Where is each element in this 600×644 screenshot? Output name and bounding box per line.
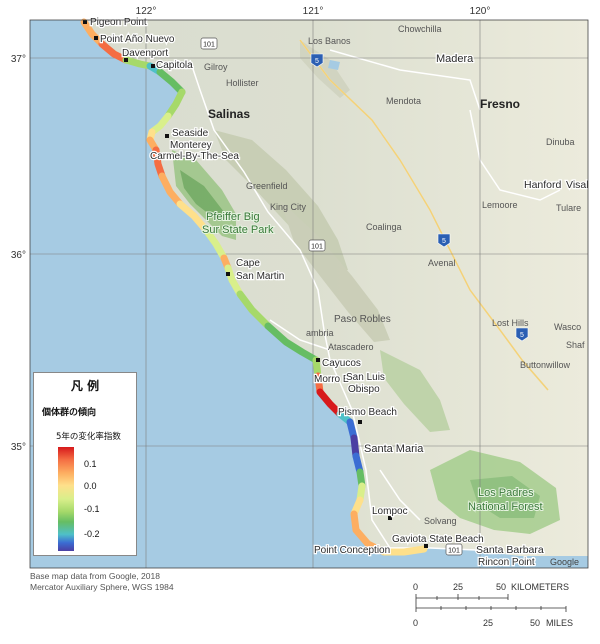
highway-101-shield: 101 (445, 543, 463, 556)
label-solvang: Solvang (424, 516, 457, 526)
label-santa-maria: Santa Maria (364, 443, 424, 455)
label-tulare: Tulare (556, 203, 581, 213)
scale-mi-tick: 25 (483, 618, 494, 628)
legend-tick: -0.1 (84, 504, 100, 514)
label-pfeiffer-big-sur-2: Sur State Park (202, 224, 274, 236)
label-mendota: Mendota (386, 96, 421, 106)
label-capitola: Capitola (156, 60, 193, 71)
label-lemoore: Lemoore (482, 200, 518, 210)
svg-text:5: 5 (442, 238, 446, 245)
label-chowchilla: Chowchilla (398, 24, 442, 34)
label-coalinga: Coalinga (366, 222, 402, 232)
label-paso-robles: Paso Robles (334, 314, 391, 325)
highway-shields: 101 5 101 5 5 101 (200, 37, 529, 556)
label-rincon-point: Rincon Point (478, 557, 535, 568)
legend-tick: 0.0 (84, 481, 97, 491)
site-markers (83, 20, 428, 553)
label-cambria: ambria (306, 328, 334, 338)
label-shafter: Shaf (566, 340, 585, 350)
scale-km-unit: KILOMETERS (511, 582, 570, 592)
label-pigeon-point: Pigeon Point (90, 17, 147, 28)
label-san-luis-obispo: Obispo (348, 384, 380, 395)
legend-tick: 0.1 (84, 459, 97, 469)
scale-mi-unit: MILES (546, 618, 574, 628)
scale-km-tick: 0 (413, 582, 419, 592)
label-lompoc: Lompoc (372, 506, 408, 517)
legend-color-ramp (58, 447, 74, 551)
label-san-martin: San Martin (236, 271, 284, 282)
legend-title: 凡 例 (70, 379, 100, 393)
label-carmel: Carmel-By-The-Sea (150, 151, 239, 162)
scale-mi-tick: 0 (413, 618, 419, 628)
label-gaviota: Gaviota State Beach (392, 534, 484, 545)
label-monterey: Monterey (170, 140, 212, 151)
label-greenfield: Greenfield (246, 181, 288, 191)
label-lost-hills: Lost Hills (492, 318, 529, 328)
highway-101-shield: 101 (308, 239, 326, 252)
svg-text:101: 101 (203, 42, 215, 49)
scale-bar (415, 594, 567, 612)
interstate-5-shield: 5 (515, 327, 529, 342)
svg-text:5: 5 (315, 58, 319, 65)
map-frame (29, 19, 589, 569)
highway-101-shield: 101 (200, 37, 218, 50)
interstate-5-shield: 5 (437, 233, 451, 248)
longitude-label: 120° (470, 6, 491, 17)
label-los-padres: National Forest (468, 501, 543, 513)
longitude-label: 122° (136, 6, 157, 17)
label-fresno: Fresno (480, 97, 520, 111)
svg-text:101: 101 (448, 548, 460, 555)
legend-index-label: 5年の変化率指数 (56, 432, 121, 442)
latitude-label: 35° (11, 442, 26, 453)
label-google: Google (550, 557, 579, 567)
label-point-ano-nuevo: Point Año Nuevo (100, 34, 175, 45)
legend-tick: -0.2 (84, 529, 100, 539)
label-los-banos: Los Banos (308, 36, 351, 46)
label-madera: Madera (436, 53, 474, 65)
label-atascadero: Atascadero (328, 342, 374, 352)
credit-basemap: Base map data from Google, 2018 (30, 571, 160, 581)
interstate-route (299, 39, 549, 391)
latitude-label: 36° (11, 250, 26, 261)
scale-mi-tick: 50 (530, 618, 541, 628)
latitude-label: 37° (11, 54, 26, 65)
label-morro-bay: Morro B (314, 374, 350, 385)
terrain-shading (172, 40, 560, 534)
label-san-luis-obispo: San Luis (346, 372, 385, 383)
label-avenal: Avenal (428, 258, 455, 268)
scale-km-tick: 25 (453, 582, 464, 592)
legend-box: 凡 例 個体群の傾向 5年の変化率指数 0.1 0.0 -0.1 -0.2 (33, 372, 137, 556)
label-wasco: Wasco (554, 322, 581, 332)
label-buttonwillow: Buttonwillow (520, 360, 571, 370)
interstate-5-shield: 5 (310, 53, 324, 68)
label-cayucos: Cayucos (322, 358, 361, 369)
graticule-labels: 122° 121° 120° 37° 36° 35° (11, 6, 490, 453)
label-point-conception: Point Conception (314, 545, 390, 556)
label-los-padres: Los Padres (478, 487, 534, 499)
label-gilroy: Gilroy (204, 62, 228, 72)
label-hanford: Hanford (524, 179, 562, 191)
label-hollister: Hollister (226, 78, 259, 88)
svg-text:101: 101 (311, 244, 323, 251)
place-labels: Pigeon Point Point Año Nuevo Davenport C… (89, 16, 590, 570)
label-seaside: Seaside (172, 128, 209, 139)
credit-projection: Mercator Auxiliary Sphere, WGS 1984 (30, 582, 174, 592)
label-santa-barbara: Santa Barbara (476, 544, 544, 556)
svg-text:5: 5 (520, 332, 524, 339)
coastline-trend-band (80, 18, 428, 556)
label-davenport: Davenport (122, 48, 168, 59)
legend-subtitle: 個体群の傾向 (42, 408, 97, 418)
label-cape: Cape (236, 258, 260, 269)
label-salinas: Salinas (208, 107, 250, 121)
scale-km-tick: 50 (496, 582, 507, 592)
longitude-label: 121° (303, 6, 324, 17)
label-visalia: Visal (566, 179, 589, 191)
label-king-city: King City (270, 202, 307, 212)
label-dinuba: Dinuba (546, 137, 575, 147)
label-pismo-beach: Pismo Beach (338, 407, 397, 418)
label-pfeiffer-big-sur-1: Pfeiffer Big (206, 211, 260, 223)
